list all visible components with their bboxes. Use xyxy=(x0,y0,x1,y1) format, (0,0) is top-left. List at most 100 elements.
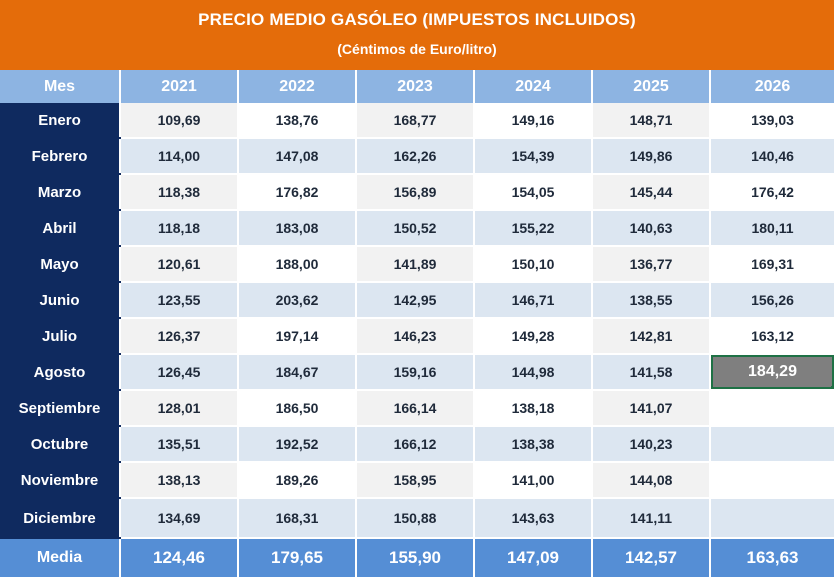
month-label[interactable]: Noviembre xyxy=(0,462,121,499)
price-cell[interactable]: 143,63 xyxy=(474,498,593,539)
month-label[interactable]: Julio xyxy=(0,318,121,355)
price-cell[interactable] xyxy=(710,390,834,427)
price-cell[interactable]: 141,89 xyxy=(356,246,475,283)
month-label[interactable]: Abril xyxy=(0,210,121,247)
price-cell[interactable]: 126,45 xyxy=(120,354,239,391)
price-cell[interactable]: 138,38 xyxy=(474,426,593,463)
price-cell[interactable]: 138,18 xyxy=(474,390,593,427)
price-cell[interactable]: 150,10 xyxy=(474,246,593,283)
price-cell[interactable]: 166,14 xyxy=(356,390,475,427)
header-year-2024[interactable]: 2024 xyxy=(474,70,593,103)
selected-cell[interactable]: 184,29 xyxy=(710,354,834,391)
price-cell[interactable]: 180,11 xyxy=(710,210,834,247)
price-cell[interactable]: 183,08 xyxy=(238,210,357,247)
price-cell[interactable]: 162,26 xyxy=(356,138,475,175)
price-cell[interactable]: 163,12 xyxy=(710,318,834,355)
footer-value[interactable]: 124,46 xyxy=(120,538,239,577)
price-cell[interactable]: 138,76 xyxy=(238,103,357,139)
price-cell[interactable]: 149,86 xyxy=(592,138,711,175)
price-cell[interactable]: 186,50 xyxy=(238,390,357,427)
price-cell[interactable]: 144,08 xyxy=(592,462,711,499)
header-year-2022[interactable]: 2022 xyxy=(238,70,357,103)
price-cell[interactable] xyxy=(710,426,834,463)
price-cell[interactable]: 168,77 xyxy=(356,103,475,139)
price-cell[interactable] xyxy=(710,498,834,539)
price-cell[interactable]: 148,71 xyxy=(592,103,711,139)
price-cell[interactable]: 150,88 xyxy=(356,498,475,539)
price-cell[interactable]: 134,69 xyxy=(120,498,239,539)
price-cell[interactable]: 169,31 xyxy=(710,246,834,283)
price-cell[interactable]: 135,51 xyxy=(120,426,239,463)
month-label[interactable]: Agosto xyxy=(0,354,121,391)
price-cell[interactable]: 146,23 xyxy=(356,318,475,355)
price-cell[interactable]: 184,67 xyxy=(238,354,357,391)
month-label[interactable]: Octubre xyxy=(0,426,121,463)
price-cell[interactable]: 197,14 xyxy=(238,318,357,355)
month-label[interactable]: Enero xyxy=(0,103,121,139)
footer-value[interactable]: 179,65 xyxy=(238,538,357,577)
price-cell[interactable]: 141,11 xyxy=(592,498,711,539)
price-cell[interactable]: 140,46 xyxy=(710,138,834,175)
price-cell[interactable]: 146,71 xyxy=(474,282,593,319)
price-cell[interactable]: 158,95 xyxy=(356,462,475,499)
price-cell[interactable]: 140,23 xyxy=(592,426,711,463)
price-cell[interactable]: 142,81 xyxy=(592,318,711,355)
price-cell[interactable]: 159,16 xyxy=(356,354,475,391)
price-cell[interactable]: 147,08 xyxy=(238,138,357,175)
price-cell[interactable]: 154,39 xyxy=(474,138,593,175)
price-cell[interactable]: 176,82 xyxy=(238,174,357,211)
header-year-2026[interactable]: 2026 xyxy=(710,70,834,103)
header-mes[interactable]: Mes xyxy=(0,70,121,103)
price-cell[interactable]: 168,31 xyxy=(238,498,357,539)
price-cell[interactable]: 189,26 xyxy=(238,462,357,499)
title-banner: PRECIO MEDIO GASÓLEO (IMPUESTOS INCLUIDO… xyxy=(0,0,834,70)
price-cell[interactable]: 155,22 xyxy=(474,210,593,247)
price-cell[interactable]: 150,52 xyxy=(356,210,475,247)
price-cell[interactable]: 156,89 xyxy=(356,174,475,211)
price-cell[interactable] xyxy=(710,462,834,499)
price-cell[interactable]: 176,42 xyxy=(710,174,834,211)
price-cell[interactable]: 109,69 xyxy=(120,103,239,139)
price-cell[interactable]: 149,28 xyxy=(474,318,593,355)
price-cell[interactable]: 203,62 xyxy=(238,282,357,319)
header-year-2023[interactable]: 2023 xyxy=(356,70,475,103)
footer-label[interactable]: Media xyxy=(0,538,121,577)
price-cell[interactable]: 188,00 xyxy=(238,246,357,283)
price-cell[interactable]: 118,38 xyxy=(120,174,239,211)
footer-value[interactable]: 142,57 xyxy=(592,538,711,577)
price-cell[interactable]: 141,00 xyxy=(474,462,593,499)
price-cell[interactable]: 141,58 xyxy=(592,354,711,391)
price-cell[interactable]: 136,77 xyxy=(592,246,711,283)
price-cell[interactable]: 138,55 xyxy=(592,282,711,319)
price-cell[interactable]: 156,26 xyxy=(710,282,834,319)
price-cell[interactable]: 118,18 xyxy=(120,210,239,247)
month-label[interactable]: Junio xyxy=(0,282,121,319)
price-cell[interactable]: 114,00 xyxy=(120,138,239,175)
month-label[interactable]: Diciembre xyxy=(0,498,121,539)
footer-value[interactable]: 163,63 xyxy=(710,538,834,577)
month-label[interactable]: Mayo xyxy=(0,246,121,283)
price-cell[interactable]: 139,03 xyxy=(710,103,834,139)
price-cell[interactable]: 145,44 xyxy=(592,174,711,211)
price-cell[interactable]: 140,63 xyxy=(592,210,711,247)
price-cell[interactable]: 141,07 xyxy=(592,390,711,427)
price-cell[interactable]: 144,98 xyxy=(474,354,593,391)
fill-handle[interactable] xyxy=(831,386,834,388)
price-cell[interactable]: 154,05 xyxy=(474,174,593,211)
month-label[interactable]: Septiembre xyxy=(0,390,121,427)
price-cell[interactable]: 142,95 xyxy=(356,282,475,319)
price-cell[interactable]: 128,01 xyxy=(120,390,239,427)
price-cell[interactable]: 192,52 xyxy=(238,426,357,463)
header-year-2025[interactable]: 2025 xyxy=(592,70,711,103)
price-cell[interactable]: 138,13 xyxy=(120,462,239,499)
price-cell[interactable]: 149,16 xyxy=(474,103,593,139)
price-cell[interactable]: 166,12 xyxy=(356,426,475,463)
price-cell[interactable]: 126,37 xyxy=(120,318,239,355)
month-label[interactable]: Marzo xyxy=(0,174,121,211)
price-cell[interactable]: 120,61 xyxy=(120,246,239,283)
header-year-2021[interactable]: 2021 xyxy=(120,70,239,103)
month-label[interactable]: Febrero xyxy=(0,138,121,175)
footer-value[interactable]: 155,90 xyxy=(356,538,475,577)
footer-value[interactable]: 147,09 xyxy=(474,538,593,577)
price-cell[interactable]: 123,55 xyxy=(120,282,239,319)
